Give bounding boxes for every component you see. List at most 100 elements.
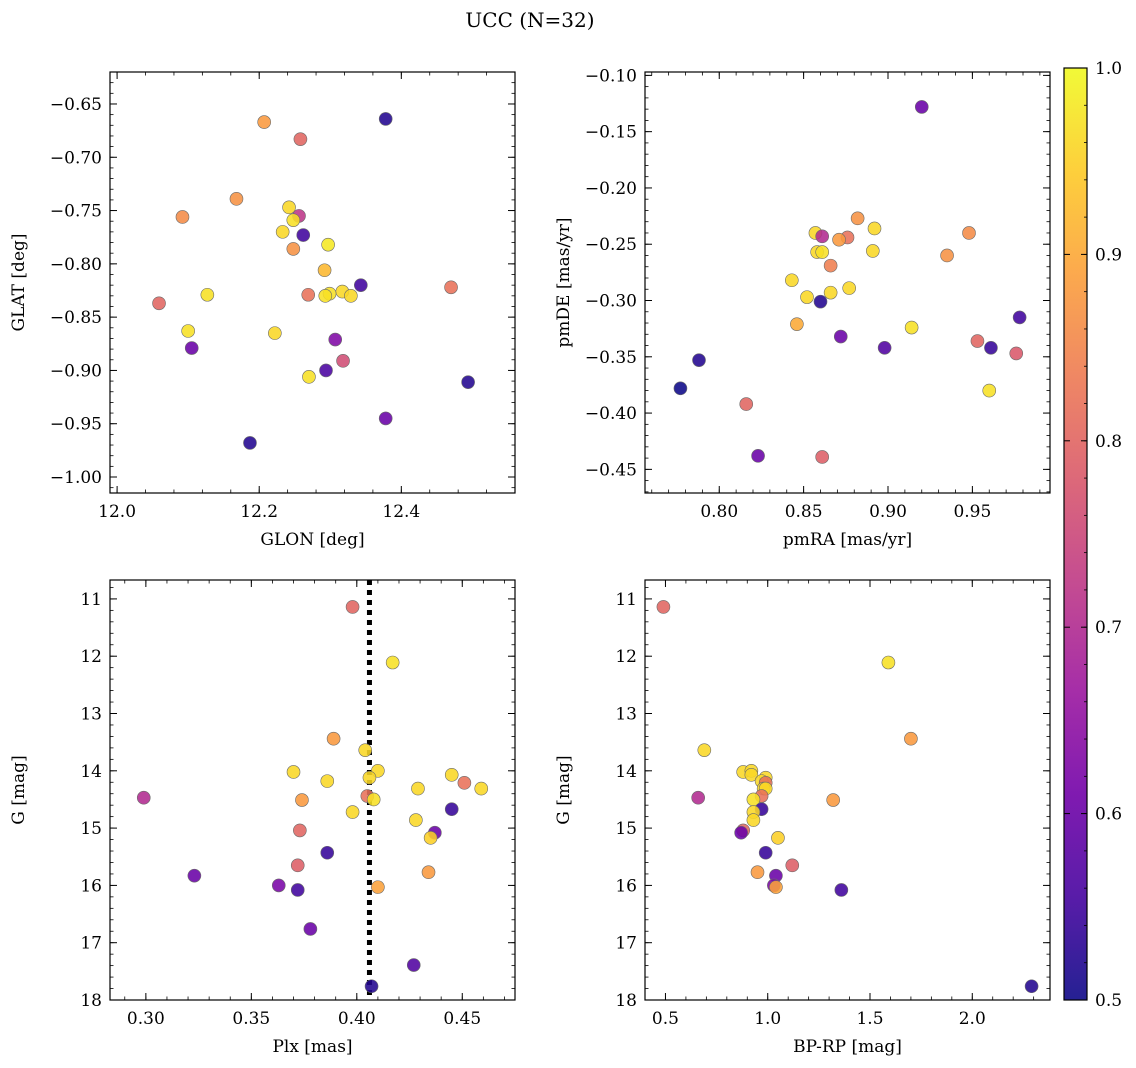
data-point xyxy=(691,790,705,805)
data-point xyxy=(785,273,799,288)
data-point xyxy=(1024,979,1039,994)
colorbar-tick-label: 0.5 xyxy=(1095,991,1122,1011)
y-tick-label: −0.90 xyxy=(50,361,102,381)
data-point xyxy=(336,354,350,368)
data-point xyxy=(320,845,335,860)
y-axis-label: GLAT [deg] xyxy=(9,233,29,331)
data-point xyxy=(826,793,840,807)
data-point xyxy=(296,228,311,242)
data-point xyxy=(184,341,199,355)
panel-cmd: 0.5 1.0 1.5 2.0 11 12 13 14 15 16 17 18 BP-RP [mag] G… xyxy=(554,579,1051,1057)
x-tick-label: 0.90 xyxy=(869,502,907,522)
data-point xyxy=(318,289,333,303)
data-point xyxy=(345,600,360,614)
x-tick-label: 12.0 xyxy=(98,502,136,522)
data-point xyxy=(411,781,425,796)
data-point xyxy=(326,731,341,746)
y-tick-label: −0.65 xyxy=(50,95,102,115)
colorbar-tick-label: 0.6 xyxy=(1095,805,1122,825)
y-tick-label: 11 xyxy=(615,590,637,610)
y-tick-label: −0.20 xyxy=(585,179,637,199)
y-tick-label: 13 xyxy=(80,705,102,725)
x-tick-label: 0.30 xyxy=(127,1009,165,1029)
y-tick-label: −0.85 xyxy=(50,308,102,328)
data-point xyxy=(406,958,421,972)
data-point xyxy=(317,263,332,278)
data-point xyxy=(461,375,475,389)
y-tick-label: 14 xyxy=(615,762,637,782)
data-point xyxy=(344,289,358,303)
data-point xyxy=(474,781,489,796)
data-point xyxy=(271,878,286,893)
data-point xyxy=(970,334,985,348)
data-point xyxy=(673,381,688,396)
data-point xyxy=(286,765,301,779)
y-tick-label: −1.00 xyxy=(50,468,102,488)
y-tick-label: −0.25 xyxy=(585,235,637,255)
x-tick-label: 0.35 xyxy=(232,1009,270,1029)
data-point xyxy=(136,790,151,805)
x-tick-label: 0.5 xyxy=(652,1009,679,1029)
panel-pm: 0.80 0.85 0.90 0.95 −0.10 −0.15 −0.20 −0.25 −0.3… xyxy=(554,66,1051,550)
scatter-points xyxy=(136,600,489,994)
axes-frame xyxy=(644,71,1051,494)
data-point xyxy=(771,831,785,845)
data-point xyxy=(345,805,360,819)
y-tick-label: 18 xyxy=(80,991,102,1011)
data-point xyxy=(914,100,929,114)
data-point xyxy=(758,845,773,860)
data-point xyxy=(257,115,271,129)
data-point xyxy=(785,858,800,873)
y-tick-label: −0.70 xyxy=(50,148,102,168)
data-point xyxy=(290,858,305,873)
data-point xyxy=(457,776,472,790)
data-point xyxy=(354,278,368,292)
data-point xyxy=(815,229,829,244)
panel-plx_g: 0.30 0.35 0.40 0.45 11 12 13 14 15 16 17 18 Plx [mas… xyxy=(9,579,516,1057)
y-tick-label: 12 xyxy=(615,647,637,667)
data-point xyxy=(328,332,343,347)
data-point xyxy=(833,329,848,344)
data-point xyxy=(692,353,706,367)
y-tick-label: 17 xyxy=(615,934,637,954)
data-point xyxy=(286,242,301,256)
y-axis-label: pmDE [mas/yr] xyxy=(554,217,574,347)
x-tick-label: 1.5 xyxy=(856,1009,883,1029)
data-point xyxy=(303,922,318,936)
data-point xyxy=(286,213,301,227)
y-tick-label: 15 xyxy=(80,819,102,839)
data-point xyxy=(187,868,202,883)
data-point xyxy=(385,655,400,670)
scatter-points xyxy=(656,600,1039,994)
data-point xyxy=(800,290,814,304)
data-point xyxy=(364,979,379,994)
data-point xyxy=(823,285,838,300)
x-axis-label: Plx [mas] xyxy=(272,1037,352,1057)
data-point xyxy=(984,340,998,355)
data-point xyxy=(850,211,865,226)
data-point xyxy=(739,397,754,411)
panels: 12.0 12.2 12.4 −0.65 −0.70 −0.75 −0.80 −0.85 −0.… xyxy=(9,66,1051,1057)
y-tick-label: 13 xyxy=(615,705,637,725)
data-point xyxy=(421,865,436,880)
y-tick-label: 16 xyxy=(80,876,102,896)
data-point xyxy=(815,245,829,259)
y-tick-label: 15 xyxy=(615,819,637,839)
data-point xyxy=(181,324,195,338)
data-point xyxy=(750,865,765,880)
data-point xyxy=(444,802,459,816)
scatter-points xyxy=(152,112,475,450)
data-point xyxy=(366,792,381,807)
data-point xyxy=(275,225,290,239)
y-axis-label: G [mag] xyxy=(9,755,29,824)
data-point xyxy=(867,221,882,236)
panel-glon_glat: 12.0 12.2 12.4 −0.65 −0.70 −0.75 −0.80 −0.85 −0.… xyxy=(9,71,516,550)
colorbar-tick-label: 0.7 xyxy=(1095,618,1122,638)
data-point xyxy=(697,743,712,757)
data-point xyxy=(301,287,316,302)
x-tick-label: 0.40 xyxy=(338,1009,376,1029)
x-tick-label: 2.0 xyxy=(959,1009,986,1029)
x-tick-label: 0.85 xyxy=(785,502,823,522)
data-point xyxy=(751,449,765,463)
